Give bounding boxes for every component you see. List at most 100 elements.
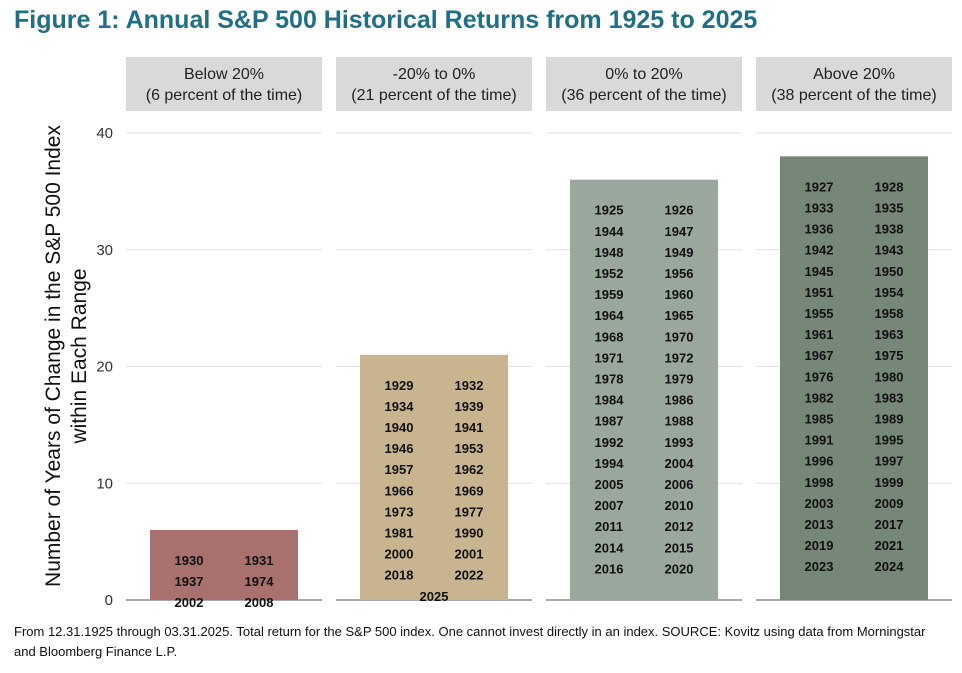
y-axis: 0 10 20 30 40 <box>96 125 113 609</box>
year-label: 1972 <box>665 350 694 365</box>
panel-header-percent: (38 percent of the time) <box>771 87 936 104</box>
year-label: 1989 <box>875 411 904 426</box>
year-label: 1955 <box>805 306 834 321</box>
year-label: 1951 <box>805 285 834 300</box>
panel-header <box>756 57 952 111</box>
year-label: 1953 <box>455 441 484 456</box>
panel-2: -20% to 0% (21 percent of the time) 1929 19… <box>336 57 532 604</box>
panel-3: 0% to 20% (36 percent of the time) 1925 192… <box>546 57 742 601</box>
year-label: 1961 <box>805 327 834 342</box>
year-label: 1939 <box>455 399 484 414</box>
year-label: 1933 <box>805 200 834 215</box>
year-label: 2009 <box>875 496 904 511</box>
year-label: 1934 <box>385 399 415 414</box>
footnote: From 12.31.1925 through 03.31.2025. Tota… <box>14 624 926 659</box>
year-label: 1958 <box>875 306 904 321</box>
year-label: 1982 <box>805 390 834 405</box>
panel-header-percent: (36 percent of the time) <box>561 87 726 104</box>
year-label: 2011 <box>595 519 623 534</box>
year-label: 1988 <box>665 414 694 429</box>
year-label: 2004 <box>665 456 695 471</box>
year-label: 2020 <box>665 561 694 576</box>
year-label: 1966 <box>385 483 414 498</box>
year-label: 1943 <box>875 243 904 258</box>
panel-header-percent: (21 percent of the time) <box>351 87 516 104</box>
year-label: 1984 <box>595 393 625 408</box>
year-label: 1976 <box>805 369 834 384</box>
year-label: 1942 <box>805 243 834 258</box>
y-tick-label: 30 <box>96 242 113 259</box>
year-label: 1978 <box>595 372 624 387</box>
year-label: 1927 <box>805 179 834 194</box>
panel-header-range: Above 20% <box>813 66 895 83</box>
year-label: 1964 <box>595 308 625 323</box>
year-label: 1996 <box>805 454 834 469</box>
year-label: 2017 <box>875 517 904 532</box>
year-label: 1971 <box>595 350 624 365</box>
year-label: 1981 <box>385 526 414 541</box>
year-label: 1936 <box>805 222 834 237</box>
year-label: 1954 <box>875 285 905 300</box>
year-label: 1946 <box>385 441 414 456</box>
year-label: 2023 <box>805 559 834 574</box>
y-tick-label: 0 <box>105 592 113 609</box>
y-tick-label: 20 <box>96 359 113 376</box>
panel-header <box>126 57 322 111</box>
year-label: 1950 <box>875 264 904 279</box>
year-label: 2024 <box>875 559 905 574</box>
year-label: 2008 <box>245 595 274 610</box>
year-label: 1977 <box>455 504 484 519</box>
year-label: 1962 <box>455 462 484 477</box>
year-label: 1957 <box>385 462 414 477</box>
year-label: 1926 <box>665 203 694 218</box>
year-label: 2000 <box>385 547 414 562</box>
panel-header <box>546 57 742 111</box>
panel-header-range: Below 20% <box>184 66 264 83</box>
year-label: 2007 <box>595 498 624 513</box>
year-label: 1938 <box>875 222 904 237</box>
year-label: 1929 <box>385 378 414 393</box>
year-label: 1979 <box>665 372 694 387</box>
year-label: 1932 <box>455 378 484 393</box>
year-label: 1944 <box>595 224 625 239</box>
bar <box>150 529 298 600</box>
year-label: 2019 <box>805 538 834 553</box>
year-label: 1998 <box>805 475 834 490</box>
y-tick-label: 40 <box>96 125 113 142</box>
year-label: 1930 <box>175 553 204 568</box>
year-label: 2015 <box>665 540 694 555</box>
year-label: 1940 <box>385 420 414 435</box>
year-label: 2001 <box>455 547 484 562</box>
year-label: 1993 <box>665 435 694 450</box>
bar <box>780 156 928 600</box>
year-label: 2003 <box>805 496 834 511</box>
year-label: 1973 <box>385 504 414 519</box>
year-label: 2022 <box>455 568 484 583</box>
chart-area: Below 20% (6 percent of the time) 1930 1931… <box>42 57 952 610</box>
year-label: 2021 <box>875 538 904 553</box>
year-label: 1925 <box>595 203 624 218</box>
year-label: 1965 <box>665 308 694 323</box>
year-label: 1991 <box>805 433 834 448</box>
bar <box>570 179 718 600</box>
year-label: 1987 <box>595 414 624 429</box>
year-label: 1990 <box>455 526 484 541</box>
year-label: 1970 <box>665 329 694 344</box>
year-label: 1935 <box>875 200 904 215</box>
panel-1: Below 20% (6 percent of the time) 1930 1931… <box>126 57 322 610</box>
panel-4: Above 20% (38 percent of the time) 1927 192… <box>756 57 952 601</box>
year-label: 1941 <box>455 420 484 435</box>
year-label: 2013 <box>805 517 834 532</box>
year-label: 1995 <box>875 433 904 448</box>
year-label: 2018 <box>385 568 414 583</box>
year-label: 1997 <box>875 454 904 469</box>
year-label: 1949 <box>665 245 694 260</box>
year-label: 1948 <box>595 245 624 260</box>
year-label: 1959 <box>595 287 624 302</box>
year-label: 2005 <box>595 477 624 492</box>
year-label: 1992 <box>595 435 624 450</box>
year-label: 1999 <box>875 475 904 490</box>
year-label: 1960 <box>665 287 694 302</box>
year-label: 1986 <box>665 393 694 408</box>
year-label: 1956 <box>665 266 694 281</box>
